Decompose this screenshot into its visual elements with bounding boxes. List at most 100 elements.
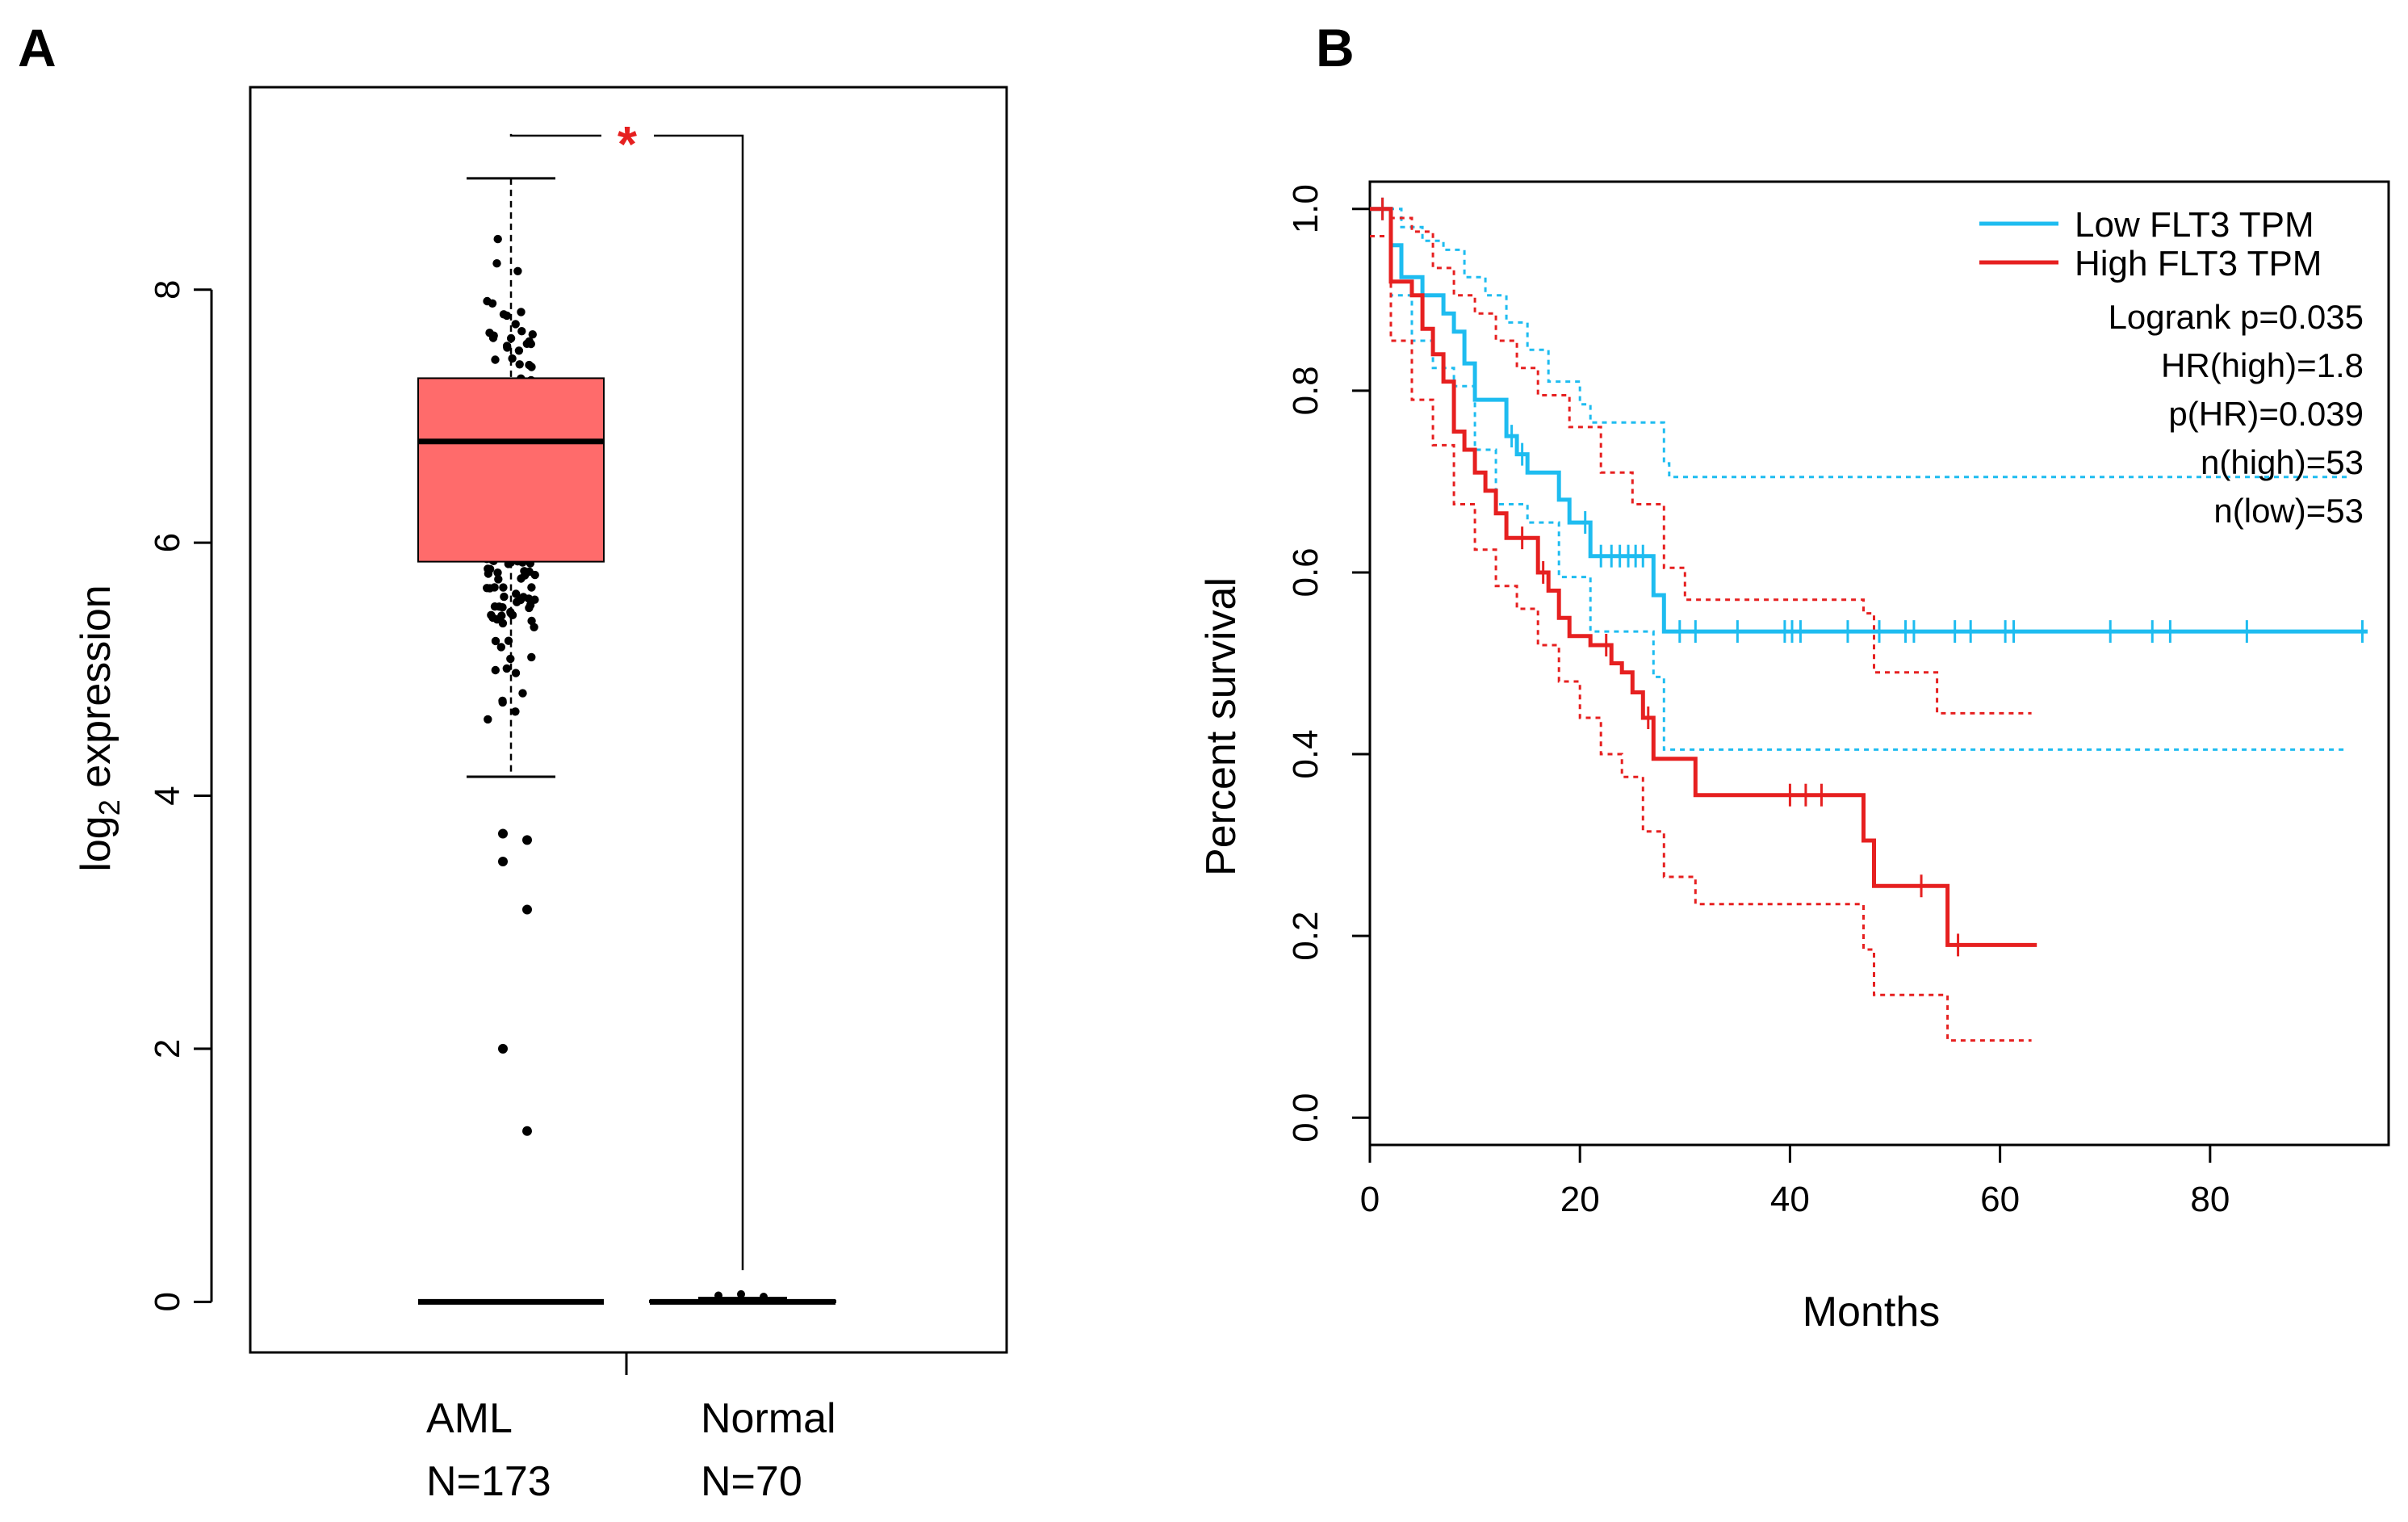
y-axis-label-a-rest: expression: [73, 585, 119, 799]
x-tick-label-b: 80: [2190, 1180, 2230, 1219]
group-label-normal: Normal: [701, 1395, 836, 1442]
boxes-a: [417, 177, 836, 1305]
censor-marks: [1381, 197, 2364, 957]
data-point-aml: [491, 665, 500, 675]
data-point-aml: [513, 597, 521, 606]
significance-bracket: *: [509, 117, 744, 1271]
stat-n-low: n(low)=53: [2213, 492, 2364, 530]
data-point-aml: [491, 636, 500, 646]
ci-lower-high: [1370, 235, 2032, 1042]
data-point-aml: [511, 707, 520, 716]
data-point-aml: [517, 327, 526, 336]
legend-label-low: Low FLT3 TPM: [2075, 205, 2314, 245]
bracket-right: [654, 134, 744, 1271]
data-point-aml: [525, 360, 534, 370]
data-point-aml: [511, 669, 521, 677]
y-tick-label-a: 8: [148, 279, 187, 299]
data-point-aml: [525, 603, 534, 613]
data-point-aml: [488, 333, 498, 342]
data-point-aml: [514, 346, 524, 355]
y-tick-label-b: 0.0: [1286, 1093, 1325, 1143]
stat-n-high: n(high)=53: [2201, 443, 2364, 481]
data-point-aml: [530, 623, 538, 631]
legend-label-high: High FLT3 TPM: [2075, 244, 2322, 283]
legend-b: Low FLT3 TPM High FLT3 TPM Logrank p=0.0…: [1979, 205, 2364, 530]
group-n-aml: N=173: [426, 1458, 551, 1505]
box-aml: [417, 377, 605, 563]
group-n-normal: N=70: [701, 1458, 802, 1505]
panel-b-label: B: [1316, 18, 1355, 78]
outlier-point-aml: [498, 857, 508, 867]
data-point-aml: [493, 568, 502, 577]
data-point-aml: [528, 330, 537, 339]
data-point-normal: [737, 1289, 745, 1298]
data-point-aml: [524, 594, 534, 603]
x-tick-label-b: 0: [1360, 1180, 1380, 1219]
data-point-aml: [500, 592, 509, 602]
data-point-aml: [499, 310, 509, 319]
data-point-aml: [499, 583, 508, 592]
ci-lower-low: [1370, 235, 2347, 751]
stat-logrank: Logrank p=0.035: [2109, 298, 2364, 336]
significance-star: *: [618, 117, 638, 173]
y-tick-label-b: 0.6: [1286, 547, 1325, 597]
y-axis-a: 0 2 4 6 8: [148, 279, 213, 1312]
group-label-aml: AML: [426, 1395, 513, 1442]
data-point-aml: [530, 570, 539, 580]
outlier-point-aml: [522, 835, 532, 845]
y-axis-label-a: log2 expression: [73, 585, 126, 871]
data-point-aml: [527, 583, 536, 592]
data-point-aml: [496, 643, 505, 652]
data-point-aml: [512, 589, 521, 598]
stat-hr: HR(high)=1.8: [2161, 346, 2364, 384]
y-axis-label-a-subscript: 2: [93, 799, 126, 816]
data-point-aml: [492, 259, 501, 268]
data-point-aml: [494, 575, 503, 584]
data-point-aml: [517, 308, 526, 317]
x-tick-label-b: 20: [1560, 1180, 1600, 1219]
y-tick-label-b: 0.2: [1286, 912, 1325, 961]
data-point-aml: [483, 296, 492, 306]
survival-curves: [1370, 207, 2368, 947]
outlier-point-aml: [498, 828, 508, 839]
y-tick-label-b: 0.8: [1286, 366, 1325, 415]
data-point-aml: [506, 654, 515, 664]
data-point-aml: [527, 652, 536, 662]
panel-a-boxplot: 0 2 4 6 8 * log2 expression AML N=173 Normal…: [73, 86, 1008, 1505]
y-tick-label-b: 0.4: [1286, 729, 1325, 778]
panel-b-survival: 0 20 40 60 80 0.0 0.2 0.4 0.6 0.8 1.0 Percent surv…: [1198, 180, 2390, 1335]
outlier-point-aml: [498, 1043, 508, 1054]
data-point-aml: [518, 689, 527, 698]
survival-curve-high: [1370, 207, 2037, 947]
data-point-aml: [495, 602, 504, 611]
data-point-aml: [513, 266, 522, 275]
panel-a-label: A: [18, 18, 57, 78]
y-tick-label-a: 6: [148, 533, 187, 552]
data-point-aml: [508, 354, 517, 363]
y-axis-label-b: Percent survival: [1198, 577, 1245, 876]
data-point-aml: [493, 234, 502, 244]
ci-upper-low: [1370, 208, 2347, 479]
data-point-aml: [515, 360, 524, 369]
data-point-aml: [484, 569, 493, 578]
data-point-aml: [502, 664, 511, 673]
y-tick-label-a: 2: [148, 1039, 187, 1059]
data-point-aml: [521, 568, 531, 577]
plot-frame-a: [249, 86, 1008, 1354]
x-tick-label-b: 60: [1980, 1180, 2020, 1219]
outlier-point-aml: [522, 904, 532, 915]
x-tick-label-b: 40: [1770, 1180, 1810, 1219]
data-point-aml: [525, 337, 534, 346]
outlier-point-aml: [522, 1126, 532, 1136]
data-point-aml: [503, 343, 512, 352]
data-point-aml: [527, 616, 536, 626]
data-point-aml: [498, 698, 507, 707]
axes-b: 0 20 40 60 80 0.0 0.2 0.4 0.6 0.8 1.0: [1286, 184, 2230, 1219]
data-point-aml: [491, 355, 500, 364]
ci-upper-high: [1370, 208, 2032, 715]
data-point-aml: [484, 715, 492, 724]
data-point-aml: [498, 618, 508, 628]
survival-curve-low: [1370, 207, 2368, 634]
y-tick-label-a: 4: [148, 786, 187, 805]
